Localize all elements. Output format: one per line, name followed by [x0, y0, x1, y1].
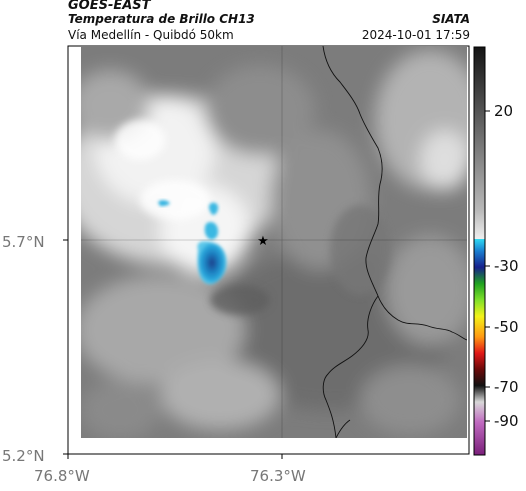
- colorbar-label: 20: [494, 102, 514, 120]
- organization-label: SIATA: [432, 12, 470, 26]
- cold-cloud-tops: [158, 200, 227, 285]
- map-ticks: [63, 239, 283, 459]
- colorbar-label: -30: [494, 257, 519, 275]
- colorbar-label: -90: [494, 412, 519, 430]
- colorbar: [473, 46, 486, 456]
- colorbar-label: -50: [494, 318, 519, 336]
- colorbar-ticks: [485, 110, 490, 422]
- colorbar-label: -70: [494, 378, 519, 396]
- graticule-lines: [81, 46, 467, 438]
- datetime-label: 2024-10-01 17:59: [361, 28, 470, 42]
- region-label: Vía Medellín - Quibdó 50km: [68, 28, 234, 42]
- boundary-lines: [322, 46, 467, 438]
- lat-tick-label: 5.7°N: [2, 233, 45, 251]
- lon-tick-label: 76.8°W: [34, 467, 90, 485]
- satellite-imagery: ★: [81, 46, 467, 438]
- product-title: Temperatura de Brillo CH13: [68, 12, 255, 26]
- satellite-title: GOES-EAST: [68, 0, 151, 13]
- star-icon: ★: [257, 234, 269, 249]
- lon-tick-label: 76.3°W: [250, 467, 306, 485]
- lat-tick-label: 5.2°N: [2, 447, 45, 465]
